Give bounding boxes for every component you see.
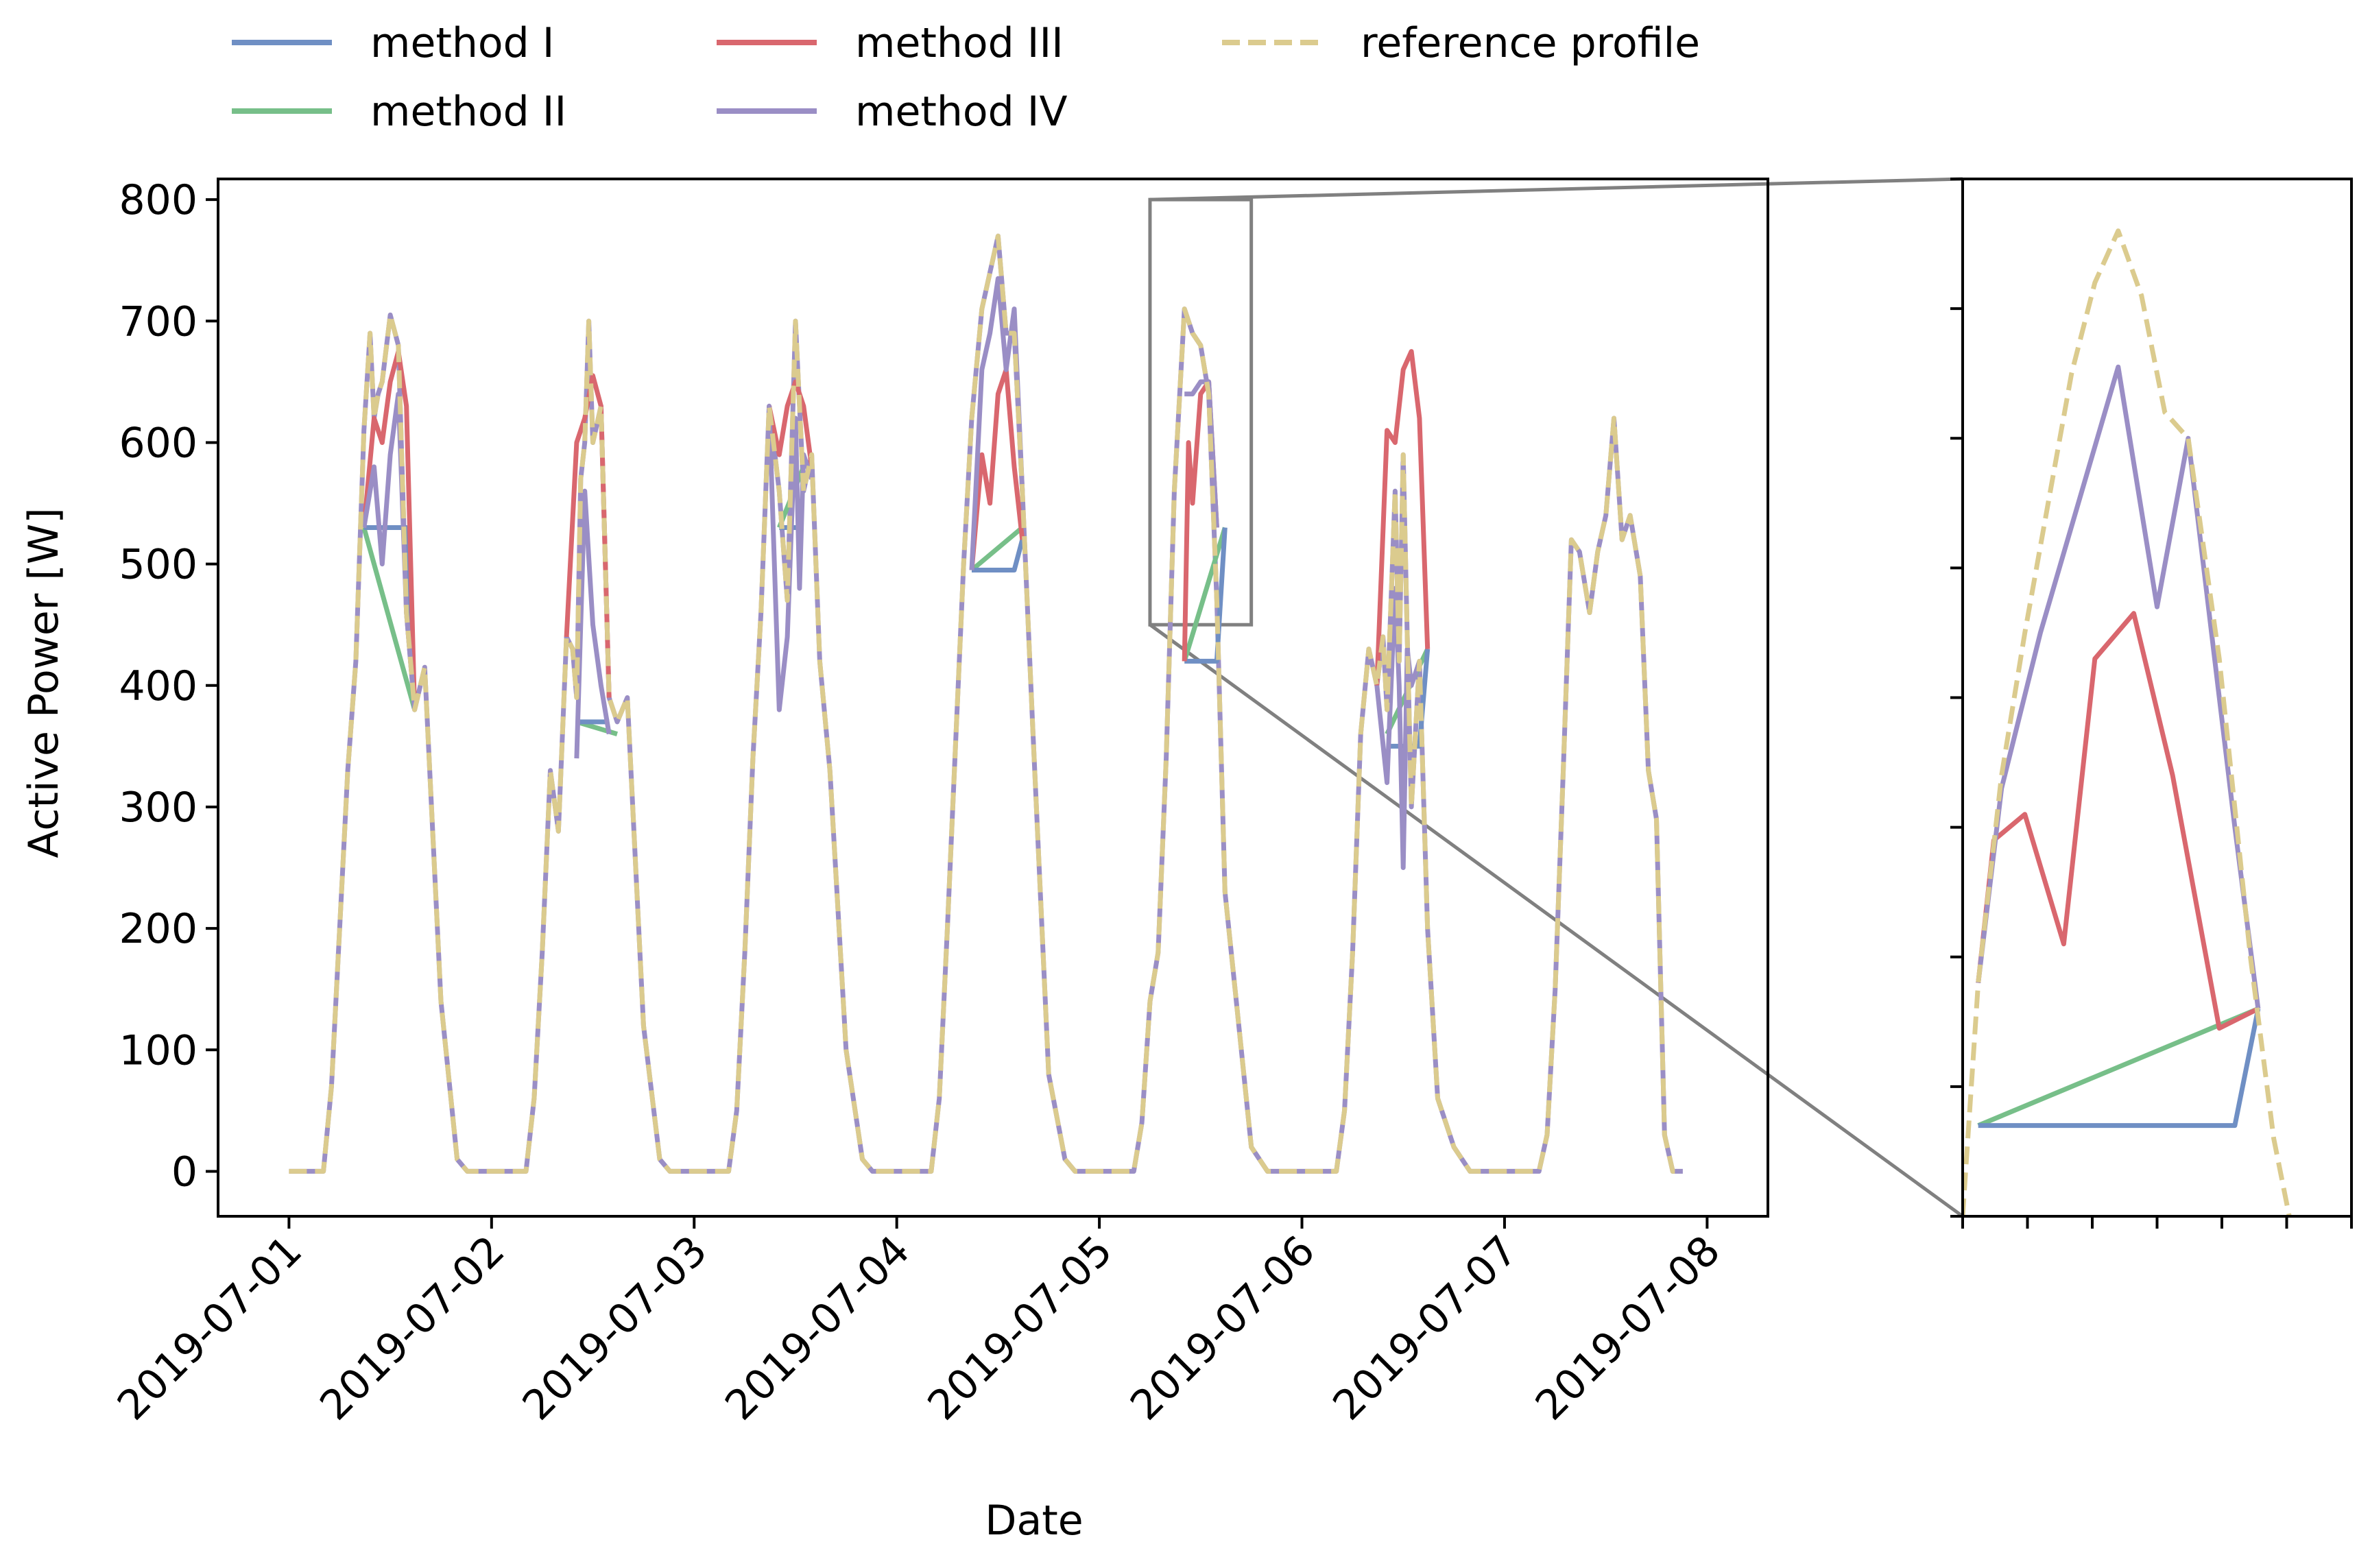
x-tick-label: 2019-07-08	[1527, 1227, 1729, 1430]
legend-label-method-i: method I	[370, 19, 554, 67]
inset-series-line-method-iii	[1976, 611, 2260, 1031]
y-tick-label: 200	[119, 905, 198, 953]
series-reference-profile	[289, 233, 1683, 1174]
y-tick-label: 0	[171, 1148, 198, 1196]
x-tick-label: 2019-07-04	[716, 1227, 919, 1430]
y-axis-label: Active Power [W]	[20, 507, 68, 858]
legend-entry-method-i: method I	[232, 19, 554, 67]
inset-series-line-reference-profile	[1963, 228, 2292, 1216]
legend-label-method-ii: method II	[370, 88, 566, 136]
zoom-indicator	[1148, 177, 1964, 1218]
legend-entry-method-iii: method III	[717, 19, 1064, 67]
legend-entry-reference-profile: reference profile	[1222, 19, 1700, 67]
series-method-ii	[361, 466, 1430, 736]
series-method-iii	[361, 349, 1431, 710]
series-method-i	[363, 525, 1431, 749]
main-axes-frame	[217, 178, 1769, 1218]
inset-series-method-iii	[1976, 611, 2260, 1031]
y-tick-label: 700	[119, 298, 198, 346]
series-line-method-iii	[969, 367, 1025, 570]
series-method-iv	[361, 276, 1422, 870]
series-line-overlap	[289, 233, 1683, 1174]
legend: method I method II method III method IV refe…	[232, 19, 1700, 136]
legend-label-reference-profile: reference profile	[1361, 19, 1700, 67]
axis-labels: Date Active Power [W]	[20, 507, 1084, 1545]
series-line-method-ii	[1182, 527, 1228, 662]
inset-series-method-i	[1978, 1008, 2261, 1129]
series-line-reference-profile	[289, 233, 1683, 1174]
series-line-method-iii	[361, 349, 418, 710]
series-line-method-iv	[1374, 586, 1422, 870]
inset-plot-area	[1963, 228, 2292, 1216]
x-tick-label: 2019-07-03	[514, 1227, 717, 1430]
series-line-method-iii	[1374, 349, 1431, 686]
series-overlap-underlay	[289, 233, 1683, 1174]
inset-series-method-ii	[1977, 1006, 2260, 1128]
series-line-method-iv	[574, 488, 612, 759]
inset-series-reference-profile	[1963, 228, 2292, 1216]
inset-axes-frame	[1961, 178, 2353, 1218]
legend-label-method-iv: method IV	[855, 88, 1068, 136]
zoom-connector-top	[1149, 177, 1963, 202]
inset-series-line-method-iv	[1976, 364, 2261, 1009]
x-tick-label: 2019-07-06	[1121, 1227, 1324, 1430]
legend-label-method-iii: method III	[855, 19, 1064, 67]
inset-series-line-method-i	[1978, 1008, 2261, 1129]
x-axis-label: Date	[985, 1497, 1083, 1545]
y-tick-label: 400	[119, 662, 198, 710]
series-line-method-ii	[970, 525, 1025, 572]
x-tick-label: 2019-07-05	[919, 1227, 1122, 1430]
inset-series-line-method-ii	[1977, 1006, 2260, 1128]
series-line-method-i	[972, 539, 1025, 572]
y-tick-label: 300	[119, 784, 198, 832]
y-tick-label: 500	[119, 541, 198, 589]
x-tick-label: 2019-07-07	[1324, 1227, 1527, 1430]
legend-entry-method-ii: method II	[232, 88, 566, 136]
y-tick-label: 600	[119, 419, 198, 467]
y-tick-label: 100	[119, 1026, 198, 1074]
main-plot-area	[289, 233, 1683, 1174]
x-tick-label: 2019-07-01	[108, 1227, 311, 1430]
series-line-method-iv	[969, 276, 1025, 570]
legend-entry-method-iv: method IV	[717, 88, 1068, 136]
inset-series-method-iv	[1976, 364, 2261, 1009]
series-line-method-i	[1184, 527, 1228, 664]
series-line-method-iv	[1184, 379, 1219, 528]
series-line-method-ii	[361, 527, 417, 711]
x-tick-label: 2019-07-02	[311, 1227, 514, 1430]
y-tick-label: 800	[119, 176, 198, 224]
